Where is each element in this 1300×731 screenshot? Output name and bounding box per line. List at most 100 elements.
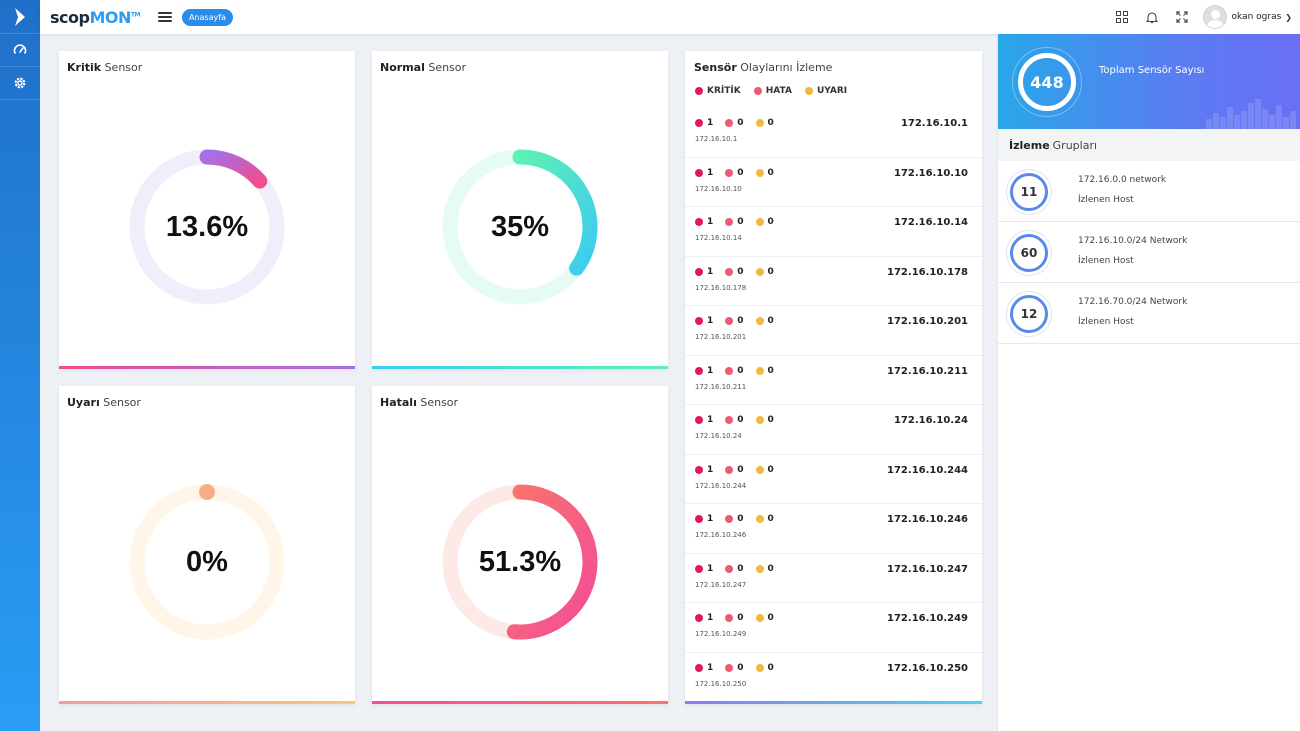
event-row[interactable]: 1 0 0 172.16.10.244 172.16.10.244 (685, 455, 982, 504)
normal-gauge: 35% (440, 147, 600, 307)
card-title: Sensör Olaylarını İzleme (694, 61, 833, 74)
hata-dot (725, 416, 734, 424)
gear-icon (14, 77, 26, 89)
hata-count: 0 (737, 563, 744, 574)
kritik-dot (695, 317, 703, 325)
event-counts: 1 0 0 (695, 267, 786, 277)
kritik-dot (695, 663, 703, 672)
user-menu[interactable]: okan ogras ❯ (1202, 5, 1292, 29)
monitoring-groups-title: İzleme Grupları (998, 129, 1300, 161)
sidebar-item-dashboard[interactable] (0, 34, 40, 67)
hata-dot (725, 317, 734, 325)
hata-count: 0 (737, 415, 744, 425)
event-host-sub: 172.16.10.24 (695, 432, 742, 440)
event-host-sub: 172.16.10.211 (695, 382, 747, 391)
uyari-dot (755, 663, 764, 672)
group-network: 172.16.10.0/24 Network (1078, 236, 1188, 246)
kritik-dot (695, 614, 703, 622)
uyari-count: 0 (767, 662, 774, 673)
gauge-value: 13.6% (165, 210, 249, 243)
kritik-dot (695, 564, 703, 573)
monitoring-group-item[interactable]: 12 172.16.70.0/24 Network İzlenen Host (998, 283, 1300, 344)
uyari-count: 0 (767, 613, 774, 623)
event-counts: 1 0 0 (695, 663, 786, 673)
card-accent-bar (372, 366, 668, 369)
hata-count: 0 (737, 217, 744, 227)
uyari-dot (755, 267, 764, 276)
uyari-sensor-card: Uyarı Sensor 0% (59, 386, 355, 704)
uyari-count: 0 (767, 415, 774, 425)
gauge-progress-dot (199, 484, 215, 500)
gauge-value: 35% (490, 210, 550, 243)
uyari-dot (755, 515, 764, 523)
decorative-bars (1206, 95, 1300, 129)
event-row[interactable]: 1 0 0 172.16.10.178 172.16.10.178 (685, 257, 982, 306)
uyari-count: 0 (767, 167, 774, 178)
chevron-down-icon: ❯ (1285, 12, 1292, 22)
event-row[interactable]: 1 0 0 172.16.10.201 172.16.10.201 (685, 306, 982, 356)
uyari-count: 0 (767, 266, 774, 277)
group-host-count: 12 (1010, 295, 1048, 333)
event-row[interactable]: 1 0 0 172.16.10.211 172.16.10.211 (685, 356, 982, 405)
event-counts: 1 0 0 (695, 415, 786, 425)
chevron-right-icon (15, 7, 25, 26)
uyari-dot (755, 416, 764, 424)
event-row[interactable]: 1 0 0 172.16.10.14 172.16.10.14 (685, 207, 982, 257)
bell-icon[interactable] (1137, 0, 1167, 34)
hatali-sensor-card: Hatalı Sensor 51.3% (372, 386, 668, 704)
events-list[interactable]: 1 0 0 172.16.10.1 172.16.10.1 1 0 0 172.16.10.10… (685, 108, 982, 731)
kritik-count: 1 (707, 662, 714, 673)
group-host-count: 11 (1010, 173, 1048, 211)
uyari-dot (755, 119, 764, 127)
event-row[interactable]: 1 0 0 172.16.10.24 172.16.10.24 (685, 405, 982, 455)
kritik-dot (695, 168, 703, 177)
apps-grid-icon[interactable] (1107, 0, 1137, 34)
legend-hata: HATA (753, 86, 792, 96)
monitoring-group-item[interactable]: 11 172.16.0.0 network İzlenen Host (998, 161, 1300, 222)
card-title: Normal Sensor (380, 61, 467, 74)
legend-uyari: UYARI (804, 86, 847, 96)
kritik-count: 1 (707, 415, 714, 425)
hata-dot (725, 119, 734, 127)
event-row[interactable]: 1 0 0 172.16.10.10 172.16.10.10 (685, 158, 982, 207)
hata-count: 0 (737, 514, 744, 524)
hata-dot (725, 515, 734, 523)
event-row[interactable]: 1 0 0 172.16.10.250 172.16.10.250 (685, 653, 982, 702)
event-row[interactable]: 1 0 0 172.16.10.1 172.16.10.1 (685, 108, 982, 158)
event-row[interactable]: 1 0 0 172.16.10.249 172.16.10.249 (685, 603, 982, 653)
breadcrumb-home[interactable]: Anasayfa (181, 8, 233, 26)
kritik-count: 1 (707, 514, 714, 524)
brand-logo[interactable]: scopMONTM (50, 7, 140, 27)
total-sensor-header: 448 Toplam Sensör Sayısı (998, 34, 1300, 129)
uyari-dot (755, 317, 764, 325)
event-host-ip: 172.16.10.178 (887, 266, 968, 278)
uyari-dot (755, 614, 764, 622)
kritik-count: 1 (707, 613, 714, 623)
kritik-dot (695, 87, 703, 95)
uyari-count: 0 (767, 464, 774, 475)
kritik-count: 1 (707, 167, 714, 178)
sidebar-toggle[interactable] (0, 0, 40, 34)
kritik-dot (695, 416, 703, 424)
hamburger-menu-icon[interactable] (157, 12, 172, 22)
event-row[interactable]: 1 0 0 172.16.10.247 172.16.10.247 (685, 554, 982, 603)
hata-count: 0 (737, 266, 744, 277)
sidebar-item-settings[interactable] (0, 67, 40, 100)
gauge-progress-arc (199, 149, 268, 189)
event-row[interactable]: 1 0 0 172.16.10.246 172.16.10.246 (685, 504, 982, 554)
uyari-dot (755, 218, 764, 226)
event-counts: 1 0 0 (695, 366, 786, 376)
gauge-value: 0% (186, 545, 228, 578)
uyari-dot (755, 366, 764, 375)
fullscreen-icon[interactable] (1167, 0, 1197, 34)
kritik-count: 1 (707, 464, 714, 475)
event-counts: 1 0 0 (695, 465, 786, 475)
total-sensor-label: Toplam Sensör Sayısı (1099, 65, 1205, 76)
avatar (1202, 5, 1227, 29)
card-accent-bar (59, 701, 355, 704)
uyari-gauge: 0% (127, 482, 287, 642)
gauge-progress-arc (506, 484, 598, 640)
hata-dot (753, 87, 762, 95)
uyari-dot (804, 87, 813, 95)
monitoring-group-item[interactable]: 60 172.16.10.0/24 Network İzlenen Host (998, 222, 1300, 283)
